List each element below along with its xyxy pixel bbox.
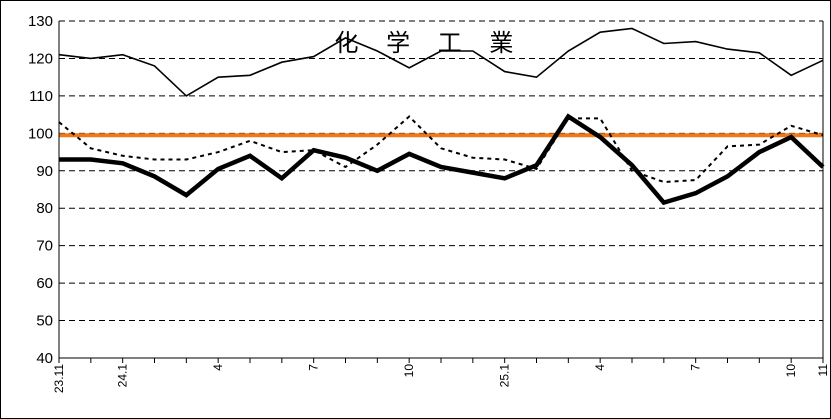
x-tick-label: 4	[593, 364, 607, 371]
y-tick-label: 70	[36, 238, 53, 255]
y-tick-labels: 40 50 60 70 80 90 100 110 120 130	[28, 13, 53, 367]
x-tick-label: 4	[211, 364, 225, 371]
x-tick-label: 7	[689, 364, 703, 371]
x-tick-labels: 23.11 24.1 4 7 10 25.1 4 7 10 11	[52, 364, 830, 393]
y-tick-label: 110	[29, 88, 53, 105]
y-tick-label: 100	[28, 125, 53, 142]
series-line-dotted	[59, 117, 823, 183]
y-tick-label: 40	[36, 350, 53, 367]
grid-lines	[59, 21, 823, 321]
series-line-thick-solid	[59, 117, 823, 203]
y-tick-label: 130	[28, 13, 53, 30]
y-tick-label: 80	[36, 200, 53, 217]
axes	[59, 21, 823, 363]
x-tick-label: 10	[784, 364, 798, 378]
x-tick-label: 24.1	[116, 364, 130, 388]
y-tick-label: 50	[36, 313, 53, 330]
x-tick-label: 25.1	[498, 364, 512, 388]
y-tick-label: 120	[28, 50, 53, 67]
x-tick-label: 11	[816, 364, 830, 377]
y-tick-label: 60	[36, 275, 53, 292]
x-tick-label: 7	[307, 364, 321, 371]
chart-title: 化 学 工 業	[335, 29, 524, 57]
y-tick-label: 90	[36, 163, 53, 180]
x-tick-label: 10	[402, 364, 416, 378]
x-tick-label: 23.11	[52, 364, 66, 393]
